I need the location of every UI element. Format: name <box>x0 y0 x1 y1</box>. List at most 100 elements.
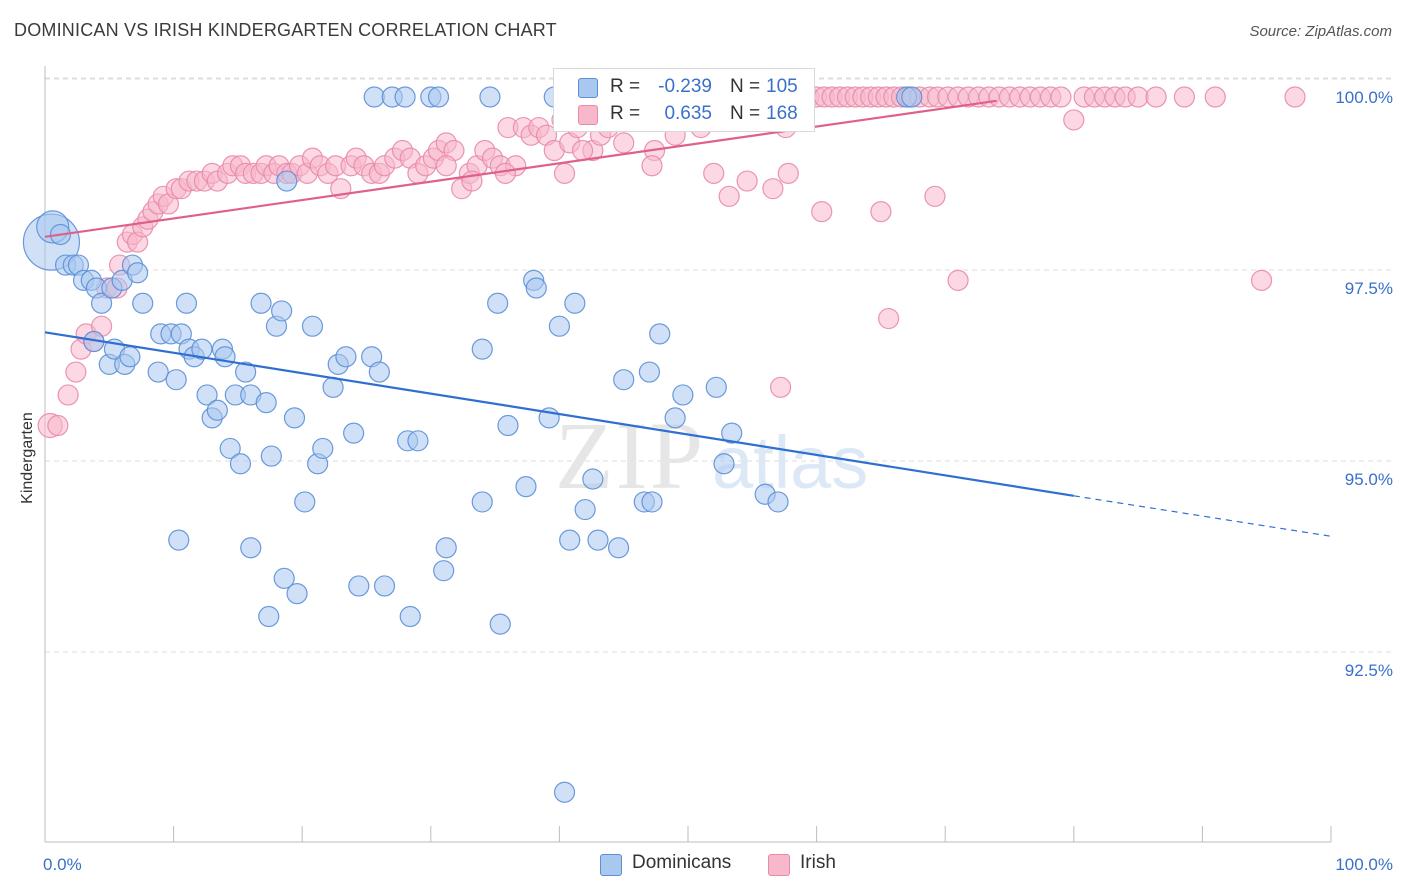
irish-point <box>769 376 792 398</box>
dominican-point <box>721 422 743 444</box>
irish-point <box>1204 86 1226 108</box>
dominican-point <box>312 437 334 460</box>
dominican-point <box>175 292 198 314</box>
dominican-point <box>276 170 298 192</box>
dominican-point <box>553 781 576 803</box>
dominican-point <box>348 575 370 597</box>
dominican-point <box>368 361 390 383</box>
irish-point <box>641 155 663 177</box>
dominican-point <box>260 445 282 467</box>
irish-point <box>1284 86 1306 108</box>
dominican-point <box>90 292 113 314</box>
source-label: Source: ZipAtlas.com <box>1249 23 1392 40</box>
tick-labels: 92.5% 95.0% 97.5% 100.0% 0.0% 100.0% <box>43 88 1393 874</box>
irish-point <box>571 139 594 162</box>
dominican-trend-line <box>44 331 1074 497</box>
irish-point <box>435 155 457 177</box>
dominican-point <box>255 392 277 414</box>
legend-label: Dominicans <box>632 852 732 873</box>
irish-point <box>494 162 516 184</box>
irish-point <box>777 162 799 184</box>
y-axis-label: Kindergarten <box>19 412 36 504</box>
irish-point <box>553 162 576 184</box>
irish-swatch <box>768 854 790 876</box>
series-legend: Dominicans Irish <box>0 852 1406 878</box>
dominicans-swatch <box>600 854 622 876</box>
irish-point <box>762 178 784 200</box>
x-tick-label: 100.0% <box>1335 855 1393 874</box>
dominican-point <box>240 537 262 559</box>
dominican-point <box>343 422 365 444</box>
r-label: R = <box>610 76 641 97</box>
dominican-point <box>283 407 306 429</box>
dominican-point <box>165 369 187 391</box>
dominican-point <box>641 491 663 513</box>
dominican-point <box>672 384 694 406</box>
n-label: N = <box>730 76 761 97</box>
dominican-point <box>214 346 236 368</box>
dominican-point <box>229 453 252 475</box>
n-value: 168 <box>766 103 798 124</box>
irish-point <box>1050 86 1072 108</box>
r-value: 0.635 <box>664 103 712 124</box>
dominican-point <box>613 369 635 391</box>
dominican-point <box>433 560 455 582</box>
n-value: 105 <box>766 76 798 97</box>
dominican-point <box>119 346 141 368</box>
irish-point <box>65 361 87 383</box>
dominican-points <box>22 86 923 803</box>
dominican-point <box>147 361 169 383</box>
y-tick-label: 100.0% <box>1335 88 1393 107</box>
dominican-point <box>479 86 501 108</box>
dominican-point <box>487 292 509 314</box>
dominican-point <box>638 361 661 383</box>
dominican-point <box>515 476 537 498</box>
dominican-point <box>435 537 457 559</box>
dominican-point <box>582 468 604 490</box>
r-value: -0.239 <box>658 76 712 97</box>
dominican-point <box>196 384 218 406</box>
dominican-point <box>399 605 421 628</box>
irish-point <box>947 269 969 291</box>
irish-point <box>1127 86 1149 108</box>
irish-point <box>811 201 833 223</box>
irish-point <box>47 414 69 437</box>
dominican-point <box>548 315 571 337</box>
chart-title: DOMINICAN VS IRISH KINDERGARTEN CORRELAT… <box>14 20 557 40</box>
irish-point <box>718 185 740 207</box>
y-tick-label: 97.5% <box>1345 279 1393 298</box>
irish-points <box>37 86 1306 439</box>
dominican-point <box>767 491 789 513</box>
irish-point <box>924 185 946 207</box>
irish-point <box>57 384 79 406</box>
irish-point <box>703 162 725 184</box>
legend-label: Irish <box>800 852 836 873</box>
dominican-point <box>301 315 324 337</box>
n-label: N = <box>730 103 761 124</box>
irish-trend-line <box>44 99 997 238</box>
dominican-point <box>427 86 450 108</box>
dominican-point <box>363 86 385 108</box>
irish-point <box>1063 109 1085 131</box>
dominican-point <box>126 262 149 284</box>
stats-row-dominicans: R = -0.239 N = 105 <box>554 73 814 101</box>
dominican-point <box>497 414 519 437</box>
dominican-point <box>394 86 416 108</box>
dominican-point <box>664 407 686 429</box>
dominican-point <box>525 277 547 299</box>
dominican-point <box>489 613 511 635</box>
x-tick-label: 0.0% <box>43 855 82 874</box>
dominican-trend-extension <box>1073 495 1332 537</box>
irish-point <box>1173 86 1195 108</box>
dominican-point <box>564 292 586 314</box>
dominican-point <box>471 338 493 360</box>
dominican-point <box>219 437 241 460</box>
dominican-point <box>258 605 280 628</box>
irish-point <box>878 307 900 330</box>
y-tick-label: 95.0% <box>1345 470 1393 489</box>
dominican-point <box>373 575 396 597</box>
dominican-point <box>132 292 154 314</box>
dominican-point <box>294 491 316 513</box>
dominicans-swatch <box>578 78 598 98</box>
